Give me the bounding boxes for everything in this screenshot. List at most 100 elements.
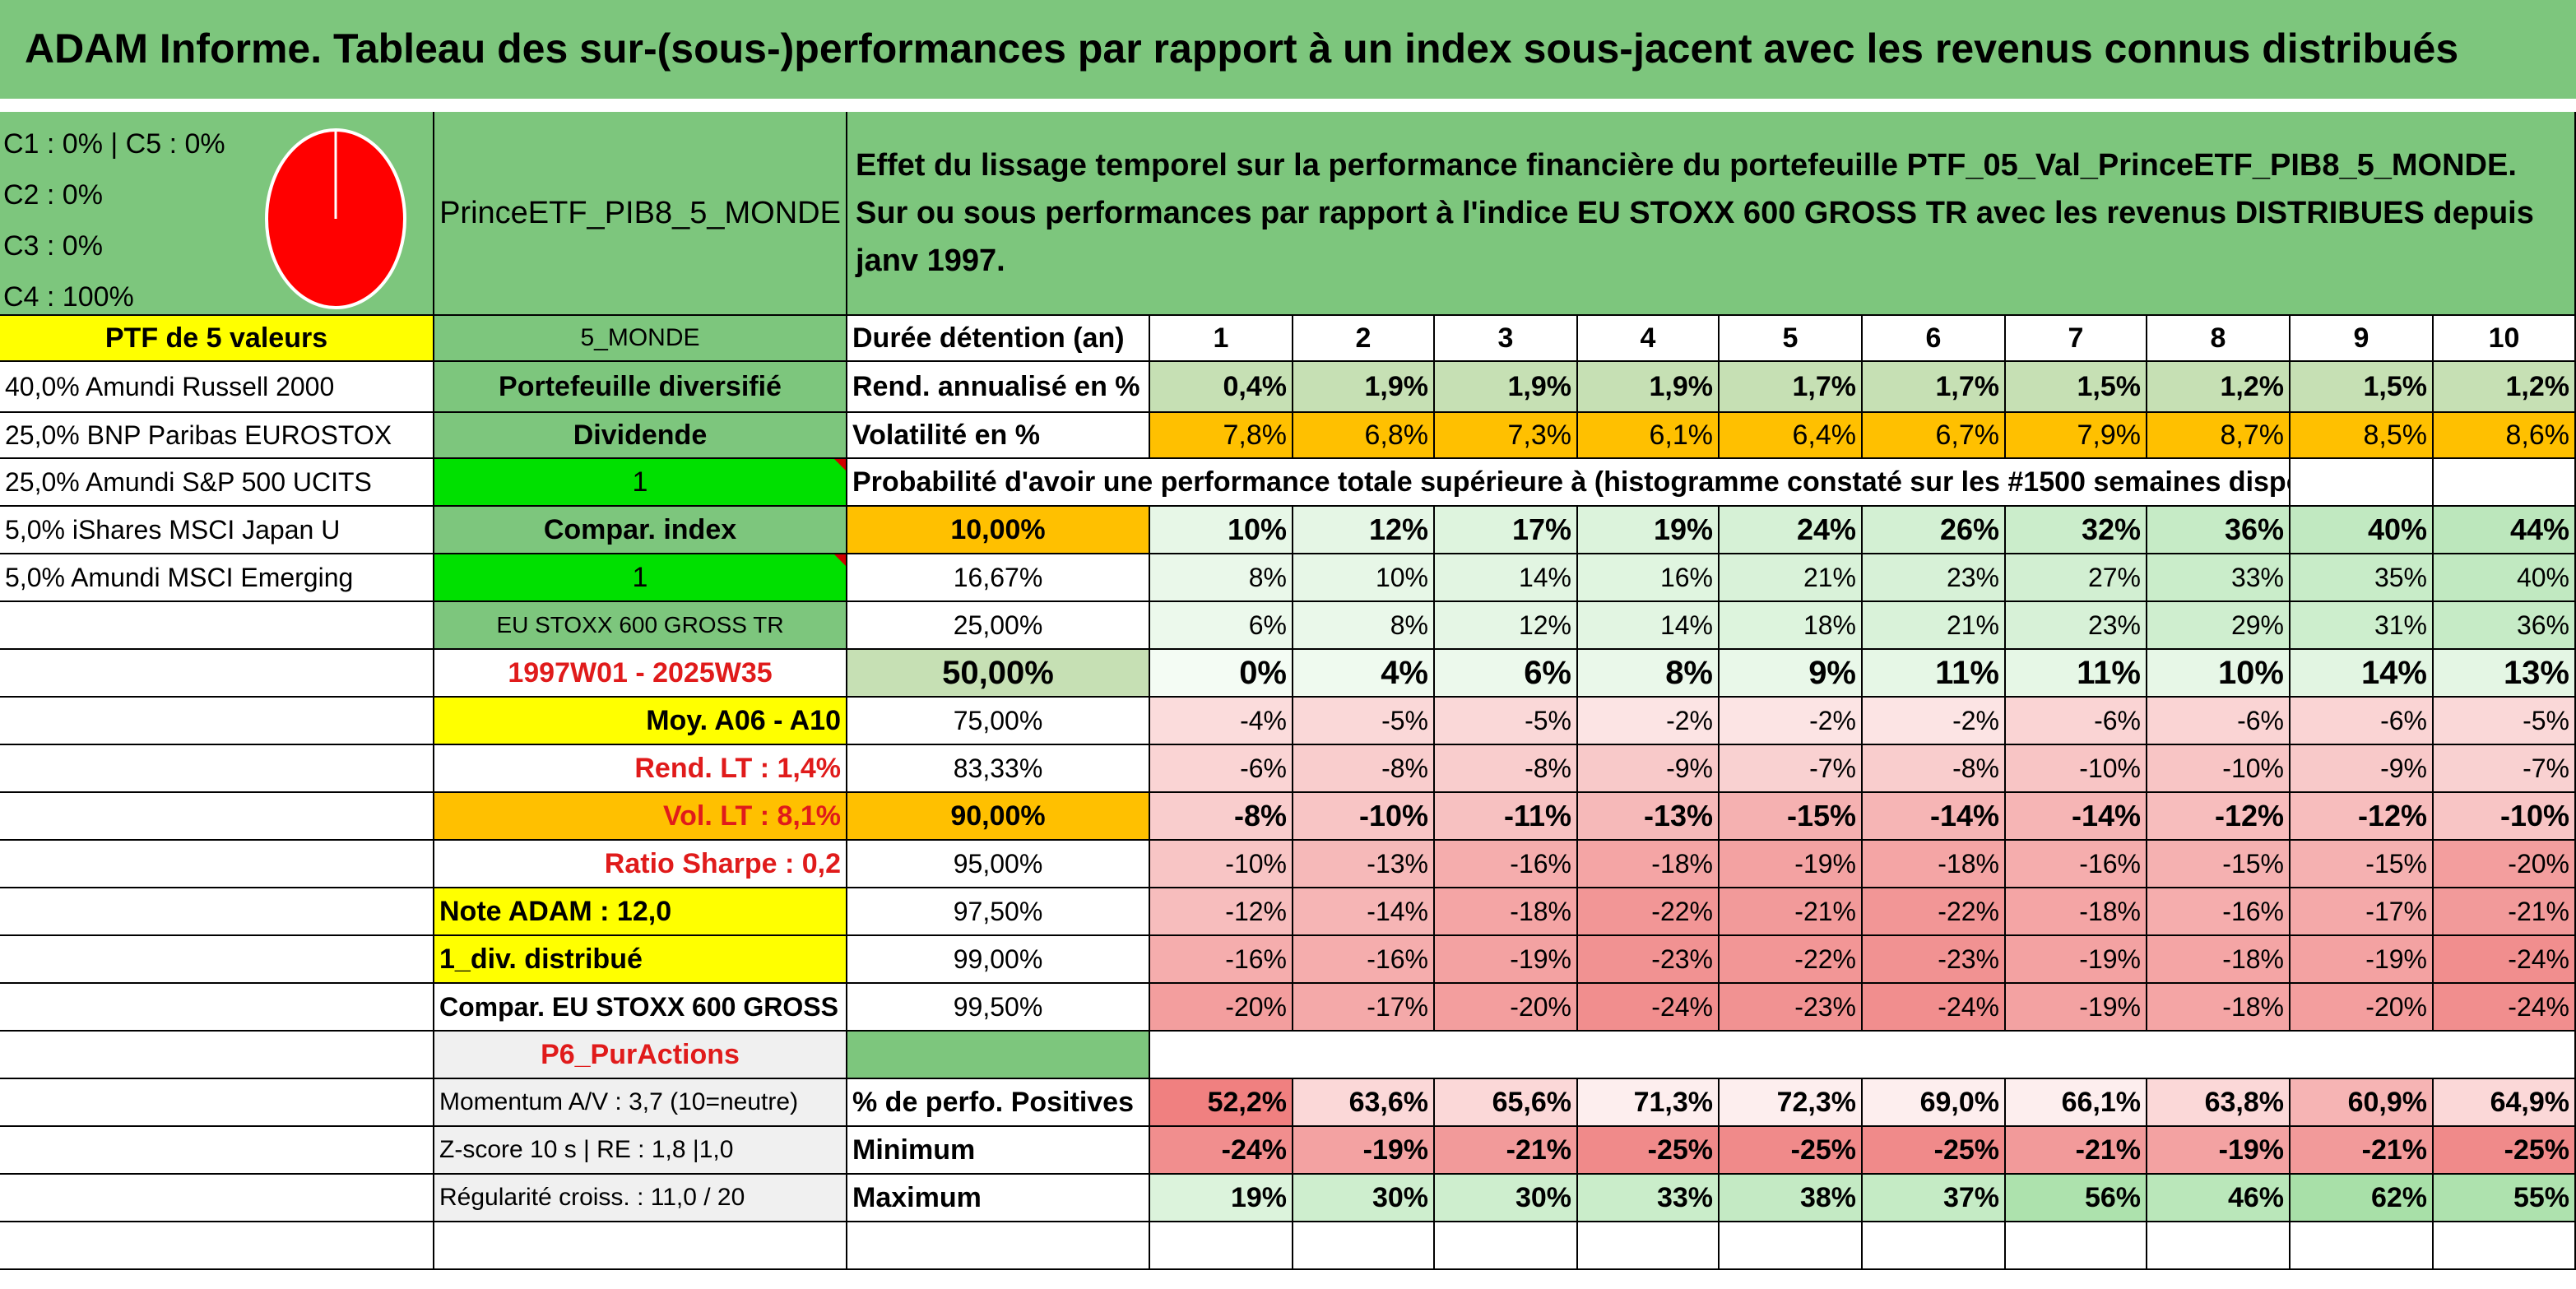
quantile-cell[interactable]: 14% [1578,602,1720,650]
prob-label[interactable]: Probabilité d'avoir une performance tota… [847,459,2291,507]
empty-cell[interactable] [0,698,434,745]
quantile-cell[interactable]: 21% [1720,554,1863,602]
quantile-cell[interactable]: -19% [1720,841,1863,888]
quantile-cell[interactable]: -6% [2147,698,2291,745]
rend-cell[interactable]: 1,7% [1863,362,2006,413]
empty-cell[interactable] [2147,1222,2291,1270]
min-cell[interactable]: -25% [1578,1127,1720,1175]
holding-row[interactable]: 25,0% BNP Paribas EUROSTOX [0,413,434,459]
empty-cell[interactable] [1150,1222,1293,1270]
quantile-cell[interactable]: 18% [1720,602,1863,650]
quantile-cell[interactable]: -12% [2147,793,2291,841]
year-header[interactable]: 3 [1435,316,1578,362]
description[interactable]: Effet du lissage temporel sur la perform… [847,112,2576,316]
min-cell[interactable]: -21% [2006,1127,2147,1175]
year-header[interactable]: 8 [2147,316,2291,362]
quantile-cell[interactable]: -18% [1578,841,1720,888]
quantile-cell[interactable]: -8% [1863,745,2006,793]
quantile-cell[interactable]: -10% [2006,745,2147,793]
empty-cell[interactable] [0,984,434,1032]
quantile-cell[interactable]: -2% [1720,698,1863,745]
regularite[interactable]: Régularité croiss. : 11,0 / 20 [434,1175,847,1222]
year-header[interactable]: 4 [1578,316,1720,362]
quantile-cell[interactable]: -15% [1720,793,1863,841]
quantile-cell[interactable]: -17% [1293,984,1435,1032]
rend-cell[interactable]: 1,5% [2006,362,2147,413]
quantile-cell[interactable]: -12% [1150,888,1293,936]
quantile-cell[interactable]: 40% [2291,507,2434,554]
quantile-cell[interactable]: -20% [1435,984,1578,1032]
quantile-cell[interactable]: -21% [2434,888,2576,936]
quantile-cell[interactable]: -24% [1863,984,2006,1032]
zscore[interactable]: Z-score 10 s | RE : 1,8 |1,0 [434,1127,847,1175]
quantile-cell[interactable]: -18% [2006,888,2147,936]
quantile-cell[interactable]: 10% [1150,507,1293,554]
max-cell[interactable]: 62% [2291,1175,2434,1222]
quantile-cell[interactable]: -21% [1720,888,1863,936]
quantile-cell[interactable]: 35% [2291,554,2434,602]
quantile-cell[interactable]: -16% [2006,841,2147,888]
max-cell[interactable]: 30% [1293,1175,1435,1222]
pos-cell[interactable]: 69,0% [1863,1079,2006,1127]
pos-cell[interactable]: 52,2% [1150,1079,1293,1127]
rend-cell[interactable]: 0,4% [1150,362,1293,413]
quantile-cell[interactable]: -2% [1578,698,1720,745]
empty-cell[interactable] [0,1127,434,1175]
pos-cell[interactable]: 64,9% [2434,1079,2576,1127]
quantile-cell[interactable]: 40% [2434,554,2576,602]
empty-cell[interactable] [0,1079,434,1127]
empty-cell[interactable] [2434,1222,2576,1270]
vol-cell[interactable]: 7,8% [1150,413,1293,459]
empty-cell[interactable] [0,602,434,650]
vol-label[interactable]: Volatilité en % [847,413,1150,459]
quantile-cell[interactable]: -2% [1863,698,2006,745]
max-cell[interactable]: 33% [1578,1175,1720,1222]
quantile-cell[interactable]: 8% [1150,554,1293,602]
quantile-cell[interactable]: -18% [2147,936,2291,984]
quantile-cell[interactable]: 24% [1720,507,1863,554]
quantile-cell[interactable]: 23% [1863,554,2006,602]
quantile-cell[interactable]: 12% [1435,602,1578,650]
empty-cell[interactable] [0,1032,434,1079]
rend-cell[interactable]: 1,9% [1435,362,1578,413]
quantile-cell[interactable]: 12% [1293,507,1435,554]
vol-cell[interactable]: 6,1% [1578,413,1720,459]
pos-cell[interactable]: 65,6% [1435,1079,1578,1127]
quantile-cell[interactable]: -5% [1435,698,1578,745]
portfolio-name[interactable]: PrinceETF_PIB8_5_MONDE [434,112,847,316]
quantile-cell[interactable]: -20% [1150,984,1293,1032]
pos-label[interactable]: % de perfo. Positives [847,1079,1150,1127]
empty-cell[interactable] [1720,1222,1863,1270]
year-header[interactable]: 10 [2434,316,2576,362]
quantile-label[interactable]: 25,00% [847,602,1150,650]
index-name[interactable]: EU STOXX 600 GROSS TR [434,602,847,650]
quantile-cell[interactable]: 13% [2434,650,2576,698]
compar-index[interactable]: Compar. EU STOXX 600 GROSS TR [434,984,847,1032]
pos-cell[interactable]: 66,1% [2006,1079,2147,1127]
empty-cell[interactable] [1578,1222,1720,1270]
quantile-cell[interactable]: -14% [1863,793,2006,841]
vol-cell[interactable]: 6,7% [1863,413,2006,459]
duration-label[interactable]: Durée détention (an) [847,316,1150,362]
quantile-cell[interactable]: 31% [2291,602,2434,650]
vol-cell[interactable]: 8,6% [2434,413,2576,459]
max-cell[interactable]: 38% [1720,1175,1863,1222]
min-cell[interactable]: -21% [2291,1127,2434,1175]
empty-cell[interactable] [847,1222,1150,1270]
compar-value[interactable]: 1 [434,554,847,602]
empty-cell[interactable] [1293,1222,1435,1270]
rend-cell[interactable]: 1,7% [1720,362,1863,413]
quantile-cell[interactable]: 19% [1578,507,1720,554]
quantile-cell[interactable]: -23% [1720,984,1863,1032]
empty-cell[interactable] [434,1222,847,1270]
min-cell[interactable]: -25% [1863,1127,2006,1175]
empty-cell[interactable] [0,936,434,984]
quantile-cell[interactable]: 0% [1150,650,1293,698]
empty-cell[interactable] [847,1032,1150,1079]
pos-cell[interactable]: 63,6% [1293,1079,1435,1127]
quantile-cell[interactable]: -24% [2434,984,2576,1032]
moy-label[interactable]: Moy. A06 - A10 [434,698,847,745]
quantile-cell[interactable]: 26% [1863,507,2006,554]
quantile-cell[interactable]: -5% [1293,698,1435,745]
quantile-cell[interactable]: 10% [1293,554,1435,602]
